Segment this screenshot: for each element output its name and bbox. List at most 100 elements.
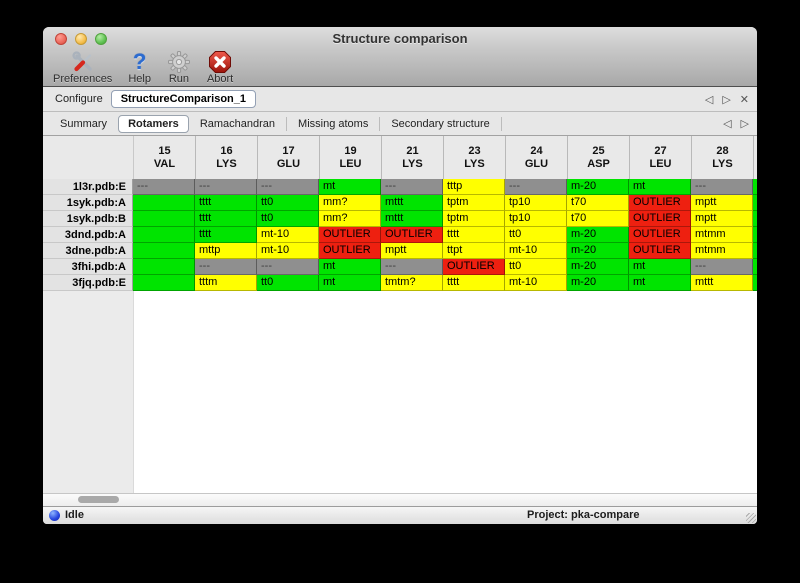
rotamer-cell[interactable] [133,275,195,291]
tabs-prev-icon[interactable]: ◁ [723,118,732,130]
rotamer-cell[interactable]: --- [195,259,257,275]
rotamer-cell[interactable]: tptm [443,211,505,227]
minimize-window-button[interactable] [75,33,87,45]
rotamer-cell[interactable]: mtmm [691,227,753,243]
rotamer-cell[interactable]: --- [505,179,567,195]
rotamer-cell-clipped[interactable] [753,179,757,195]
rotamer-cell[interactable]: mptt [691,211,753,227]
rotamer-cell[interactable]: tttt [195,227,257,243]
run-button[interactable]: Run [167,49,191,85]
config-close-icon[interactable]: ✕ [739,93,749,106]
rotamer-cell[interactable]: mt-10 [257,243,319,259]
rotamer-cell[interactable]: --- [381,259,443,275]
config-tab-structurecomparison-1[interactable]: StructureComparison_1 [110,90,257,108]
rotamer-cell[interactable]: m-20 [567,227,629,243]
rotamer-cell[interactable]: tttt [195,211,257,227]
rotamer-cell[interactable]: mt-10 [505,275,567,291]
rotamer-cell[interactable]: tt0 [257,195,319,211]
rotamer-cell[interactable]: m-20 [567,259,629,275]
rotamer-cell-clipped[interactable] [753,259,757,275]
rotamer-cell[interactable]: --- [691,179,753,195]
rotamer-cell[interactable]: --- [257,179,319,195]
rotamer-cell[interactable]: mt [629,179,691,195]
rotamer-cell[interactable]: tp10 [505,195,567,211]
rotamer-cell[interactable]: OUTLIER [629,243,691,259]
tabs-next-icon[interactable]: ▷ [740,118,749,130]
rotamer-cell[interactable]: tttm [195,275,257,291]
rotamer-cell[interactable]: mttp [195,243,257,259]
rotamer-cell[interactable]: mt-10 [257,227,319,243]
rotamer-cell[interactable]: tttt [443,227,505,243]
rotamer-cell[interactable]: mt [629,275,691,291]
rotamer-cell[interactable]: mt [319,259,381,275]
rotamer-cell[interactable]: --- [381,179,443,195]
rotamer-cell[interactable] [133,227,195,243]
rotamer-cell[interactable] [133,195,195,211]
rotamer-cell[interactable]: mt [319,275,381,291]
rotamer-cell[interactable]: mm? [319,195,381,211]
zoom-window-button[interactable] [95,33,107,45]
tab-secondary-structure[interactable]: Secondary structure [380,116,502,131]
rotamer-cell[interactable]: mttt [381,195,443,211]
preferences-button[interactable]: Preferences [53,49,112,85]
rotamer-cell[interactable]: tmtm? [381,275,443,291]
rotamer-cell-clipped[interactable] [753,275,757,291]
rotamer-cell[interactable]: --- [257,259,319,275]
row-label[interactable]: 1syk.pdb:B [43,211,133,227]
rotamer-cell[interactable]: --- [195,179,257,195]
rotamer-cell[interactable]: t70 [567,211,629,227]
rotamer-cell[interactable]: OUTLIER [443,259,505,275]
row-label[interactable]: 3dnd.pdb:A [43,227,133,243]
rotamer-cell-clipped[interactable] [753,211,757,227]
close-window-button[interactable] [55,33,67,45]
rotamer-cell[interactable] [133,259,195,275]
rotamer-cell[interactable]: mtmm [691,243,753,259]
rotamer-cell[interactable]: mptt [691,195,753,211]
rotamer-cell[interactable]: m-20 [567,275,629,291]
rotamer-cell[interactable]: mttt [381,211,443,227]
row-label[interactable]: 3dne.pdb:A [43,243,133,259]
abort-button[interactable]: Abort [207,49,233,85]
rotamer-cell[interactable]: tttt [443,275,505,291]
rotamer-cell[interactable]: m-20 [567,179,629,195]
rotamer-cell-clipped[interactable] [753,195,757,211]
rotamer-cell[interactable]: tt0 [257,211,319,227]
rotamer-cell[interactable]: OUTLIER [629,195,691,211]
resize-grip[interactable] [746,513,756,523]
rotamer-cell[interactable]: t70 [567,195,629,211]
rotamer-cell[interactable]: tt0 [505,259,567,275]
rotamer-cell[interactable]: --- [691,259,753,275]
help-button[interactable]: ? Help [128,49,151,85]
rotamer-cell[interactable]: mptt [381,243,443,259]
rotamer-cell[interactable]: tttt [195,195,257,211]
rotamer-cell[interactable]: tptm [443,195,505,211]
tab-summary[interactable]: Summary [60,117,108,130]
rotamer-cell[interactable]: tp10 [505,211,567,227]
row-label[interactable]: 1l3r.pdb:E [43,179,133,195]
rotamer-cell[interactable]: mt-10 [505,243,567,259]
rotamer-cell[interactable] [133,211,195,227]
tab-rotamers[interactable]: Rotamers [118,114,189,133]
row-label[interactable]: 3fjq.pdb:E [43,275,133,291]
rotamer-cell[interactable]: m-20 [567,243,629,259]
rotamer-cell[interactable]: OUTLIER [319,227,381,243]
rotamer-cell[interactable]: tt0 [257,275,319,291]
rotamer-cell[interactable]: OUTLIER [381,227,443,243]
rotamer-cell[interactable]: mt [629,259,691,275]
rotamer-cell[interactable]: ttpt [443,243,505,259]
rotamer-cell[interactable]: mm? [319,211,381,227]
config-next-icon[interactable]: ▷ [722,93,731,106]
rotamer-cell[interactable]: OUTLIER [319,243,381,259]
row-label[interactable]: 3fhi.pdb:A [43,259,133,275]
row-label[interactable]: 1syk.pdb:A [43,195,133,211]
scrollbar-thumb[interactable] [78,496,119,503]
rotamer-cell[interactable]: mt [319,179,381,195]
rotamer-cell[interactable]: mttt [691,275,753,291]
rotamer-cell[interactable]: OUTLIER [629,211,691,227]
rotamer-cell[interactable]: tttp [443,179,505,195]
rotamer-cell[interactable]: tt0 [505,227,567,243]
rotamer-cell-clipped[interactable] [753,227,757,243]
rotamer-cell-clipped[interactable] [753,243,757,259]
tab-missing-atoms[interactable]: Missing atoms [287,116,381,131]
rotamer-cell[interactable]: OUTLIER [629,227,691,243]
